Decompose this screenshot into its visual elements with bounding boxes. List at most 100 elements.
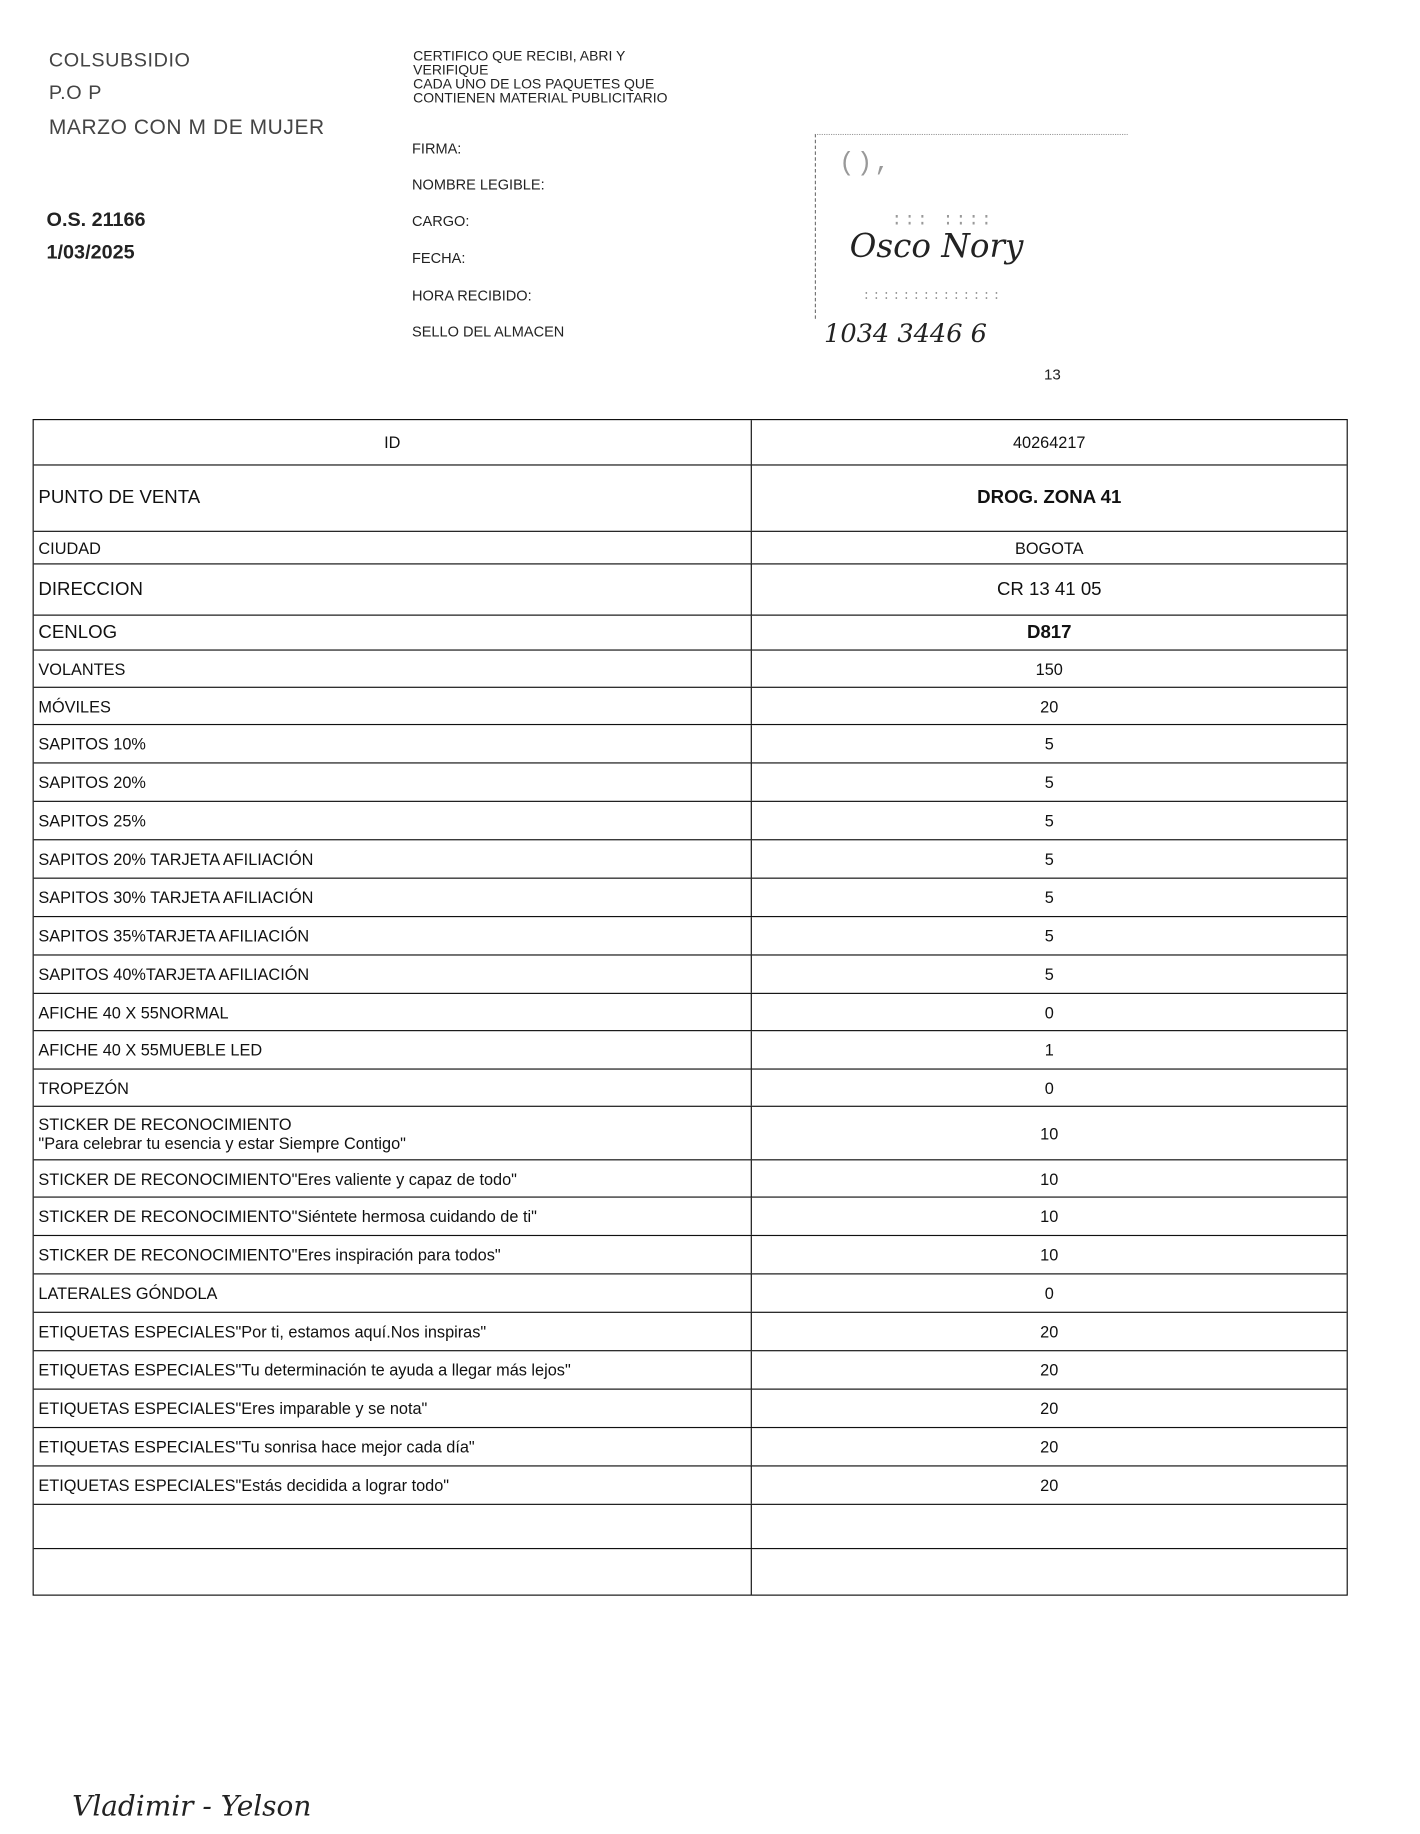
row-value: 20 (1040, 1360, 1059, 1380)
handwritten-name: Osco Nory (849, 226, 1024, 266)
row-value: 5 (1044, 849, 1054, 869)
row-label: SAPITOS 35%TARJETA AFILIACIÓN (34, 917, 752, 955)
row-value: DROG. ZONA 41 (977, 487, 1122, 508)
table-row: MÓVILES 20 (33, 686, 1347, 724)
row-label: ETIQUETAS ESPECIALES"Por ti, estamos aqu… (34, 1312, 752, 1351)
stamp-mark: ::: :::: (891, 210, 994, 231)
table-row: AFICHE 40 X 55MUEBLE LED 1 (33, 1030, 1347, 1069)
row-label: MÓVILES (34, 687, 752, 724)
table-row: SAPITOS 20% TARJETA AFILIACIÓN 5 (33, 839, 1347, 878)
row-label (34, 1549, 752, 1595)
row-label: PUNTO DE VENTA (34, 465, 752, 531)
row-value: 5 (1044, 772, 1054, 792)
cert-line: CONTIENEN MATERIAL PUBLICITARIO (413, 89, 668, 106)
row-label: AFICHE 40 X 55MUEBLE LED (34, 1031, 752, 1069)
table-row (33, 1547, 1347, 1595)
row-label: STICKER DE RECONOCIMIENTO"Eres inspiraci… (34, 1236, 752, 1274)
row-label-line: STICKER DE RECONOCIMIENTO (38, 1114, 292, 1134)
row-value: 10 (1040, 1123, 1059, 1143)
row-value: 20 (1040, 696, 1059, 716)
cert-line: CADA UNO DE LOS PAQUETES QUE (413, 75, 655, 92)
row-label: STICKER DE RECONOCIMIENTO"Eres valiente … (34, 1160, 752, 1197)
field-sello: SELLO DEL ALMACEN (412, 323, 565, 340)
row-label: TROPEZÓN (34, 1069, 752, 1106)
table-row: SAPITOS 30% TARJETA AFILIACIÓN 5 (33, 877, 1347, 916)
row-label: CIUDAD (34, 531, 752, 564)
row-value: CR 13 41 05 (996, 579, 1102, 599)
table-row: VOLANTES 150 (33, 649, 1347, 687)
field-hora: HORA RECIBIDO: (412, 287, 532, 304)
row-label: SAPITOS 40%TARJETA AFILIACIÓN (34, 955, 752, 993)
row-label: DIRECCION (34, 564, 752, 615)
table-row: STICKER DE RECONOCIMIENTO "Para celebrar … (33, 1105, 1347, 1160)
row-value: 40264217 (1012, 432, 1086, 452)
row-label: STICKER DE RECONOCIMIENTO"Siéntete hermo… (34, 1197, 752, 1235)
row-value: 1 (1044, 1040, 1054, 1060)
row-value: 0 (1044, 1283, 1054, 1303)
table-row: TROPEZÓN 0 (33, 1068, 1347, 1106)
table-row: STICKER DE RECONOCIMIENTO"Siéntete hermo… (33, 1196, 1347, 1235)
stamp-mark: (), (839, 148, 893, 179)
row-label: VOLANTES (34, 650, 752, 687)
row-value: 150 (1035, 659, 1063, 678)
handwritten-signature: Vladimir - Yelson (72, 1790, 312, 1823)
table-row: ID 40264217 (34, 420, 1347, 465)
table-row: ETIQUETAS ESPECIALES"Estás decidida a lo… (33, 1465, 1347, 1504)
row-label: STICKER DE RECONOCIMIENTO "Para celebrar … (34, 1106, 752, 1160)
table-row: ETIQUETAS ESPECIALES"Por ti, estamos aqu… (33, 1311, 1347, 1351)
document-type: P.O P (48, 81, 103, 104)
table-row: ETIQUETAS ESPECIALES"Eres imparable y se… (33, 1388, 1347, 1427)
row-label: SAPITOS 20% TARJETA AFILIACIÓN (34, 840, 752, 878)
row-label: AFICHE 40 X 55NORMAL (34, 993, 752, 1031)
field-nombre: NOMBRE LEGIBLE: (412, 176, 545, 194)
certification-text: CERTIFICO QUE RECIBI, ABRI Y VERIFIQUE C… (413, 49, 667, 105)
company-name: COLSUBSIDIO (48, 48, 191, 71)
row-label: ETIQUETAS ESPECIALES"Estás decidida a lo… (34, 1466, 752, 1504)
row-label: SAPITOS 30% TARJETA AFILIACIÓN (34, 878, 752, 916)
row-label (34, 1504, 752, 1548)
table-row: ETIQUETAS ESPECIALES"Tu determinación te… (33, 1350, 1347, 1389)
table-row: SAPITOS 40%TARJETA AFILIACIÓN 5 (33, 954, 1347, 993)
table-row: ETIQUETAS ESPECIALES"Tu sonrisa hace mej… (33, 1426, 1347, 1466)
row-value: BOGOTA (1014, 538, 1084, 557)
row-label: ETIQUETAS ESPECIALES"Tu determinación te… (34, 1351, 752, 1389)
row-value: 5 (1044, 926, 1054, 946)
row-label: SAPITOS 20% (34, 763, 752, 801)
row-value: 20 (1040, 1437, 1059, 1457)
row-label: SAPITOS 25% (34, 801, 752, 840)
row-label: LATERALES GÓNDOLA (34, 1274, 752, 1312)
order-number: O.S. 21166 (46, 208, 146, 231)
table-row: SAPITOS 35%TARJETA AFILIACIÓN 5 (33, 915, 1347, 955)
row-value: 0 (1044, 1002, 1054, 1022)
row-value (752, 1505, 1347, 1548)
row-value: 10 (1040, 1206, 1059, 1226)
campaign-name: MARZO CON M DE MUJER (48, 115, 325, 139)
field-cargo: CARGO: (412, 212, 470, 230)
table-row: AFICHE 40 X 55NORMAL 0 (33, 992, 1347, 1031)
row-value: 5 (1044, 888, 1054, 907)
table-row: PUNTO DE VENTA DROG. ZONA 41 (33, 464, 1347, 531)
row-value (752, 1549, 1347, 1594)
row-label: SAPITOS 10% (34, 725, 752, 763)
row-value: 5 (1044, 964, 1054, 984)
field-fecha: FECHA: (412, 250, 466, 267)
cert-line: VERIFIQUE (413, 61, 489, 78)
row-value: 20 (1040, 1322, 1059, 1341)
table-row: STICKER DE RECONOCIMIENTO"Eres valiente … (33, 1159, 1347, 1197)
page-number: 13 (1044, 365, 1061, 383)
materials-table: ID 40264217 PUNTO DE VENTA DROG. ZONA 41 CIU… (32, 419, 1348, 1596)
row-value: 10 (1040, 1245, 1059, 1264)
row-label: CENLOG (34, 615, 752, 650)
order-date: 1/03/2025 (46, 240, 135, 264)
row-label: ETIQUETAS ESPECIALES"Eres imparable y se… (34, 1389, 752, 1427)
table-row: STICKER DE RECONOCIMIENTO"Eres inspiraci… (33, 1234, 1347, 1274)
field-firma: FIRMA: (412, 140, 462, 158)
row-value: D817 (1026, 622, 1072, 642)
stamp-mark: :::::::::::::: (862, 289, 1003, 304)
table-row: LATERALES GÓNDOLA 0 (33, 1273, 1347, 1312)
table-row: DIRECCION CR 13 41 05 (33, 563, 1347, 615)
row-label: ID (34, 420, 752, 465)
row-value: 0 (1044, 1078, 1054, 1097)
row-label-line: "Para celebrar tu esencia y estar Siempr… (38, 1133, 406, 1152)
